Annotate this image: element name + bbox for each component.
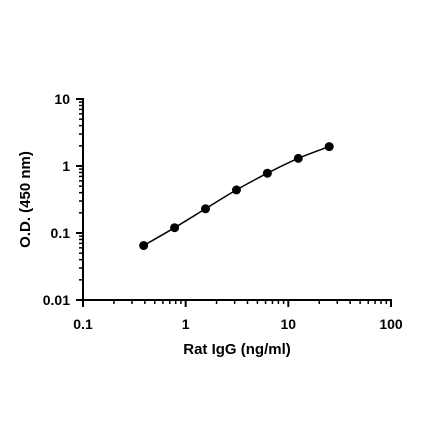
data-point-2 [200, 204, 210, 214]
x-tick-label-3: 100 [379, 316, 403, 332]
data-point-0 [139, 241, 149, 251]
data-point-5 [293, 153, 303, 163]
x-axis-title: Rat IgG (ng/ml) [183, 341, 291, 358]
y-axis-title: O.D. (450 nm) [17, 151, 34, 248]
data-points [139, 142, 334, 251]
major-ticks [76, 98, 392, 307]
x-tick-label-1: 1 [182, 316, 190, 332]
data-point-4 [262, 168, 272, 178]
data-point-1 [170, 223, 180, 233]
y-tick-label-2: 1 [62, 158, 70, 174]
x-tick-label-2: 10 [281, 316, 297, 332]
x-tick-label-0: 0.1 [73, 316, 93, 332]
y-tick-label-3: 10 [54, 91, 70, 107]
minor-ticks [79, 101, 388, 304]
data-point-3 [231, 185, 241, 195]
y-tick-label-1: 0.1 [51, 225, 71, 241]
data-point-6 [324, 142, 334, 152]
y-tick-label-0: 0.01 [43, 292, 70, 308]
